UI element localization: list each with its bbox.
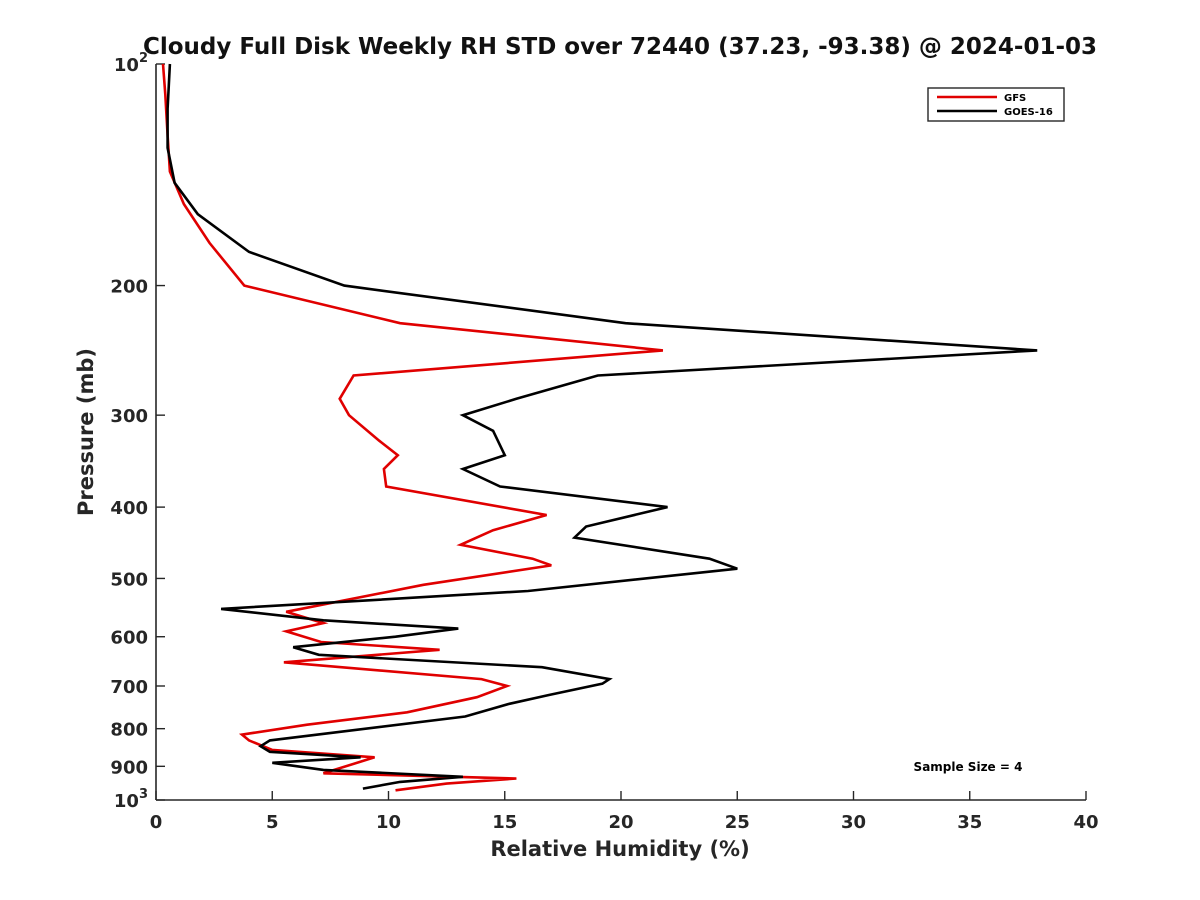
x-tick-label: 25 — [725, 812, 750, 833]
series-line-gfs — [161, 63, 664, 792]
plot-area: 0 5 10 15 20 25 30 35 40 10220030040050060070080… — [110, 51, 1098, 833]
y-tick-label: 300 — [110, 406, 148, 427]
sample-size-annotation: Sample Size = 4 — [914, 760, 1023, 774]
x-tick-label: 10 — [376, 812, 401, 833]
x-tick-label: 5 — [266, 812, 279, 833]
y-tick-label: 400 — [110, 498, 148, 519]
x-tick-label: 0 — [150, 812, 163, 833]
y-tick-label: 600 — [110, 628, 148, 649]
series-group — [161, 63, 1038, 792]
chart-title: Cloudy Full Disk Weekly RH STD over 7244… — [143, 34, 1097, 60]
x-tick-label: 15 — [492, 812, 517, 833]
series-line-goes16 — [166, 63, 1038, 790]
y-axis-label: Pressure (mb) — [74, 348, 98, 516]
y-tick-label: 900 — [110, 757, 148, 778]
x-ticks: 0 5 10 15 20 25 30 35 40 — [150, 791, 1099, 833]
legend-label-gfs: GFS — [1004, 93, 1026, 104]
x-tick-label: 40 — [1073, 812, 1098, 833]
x-tick-label: 20 — [608, 812, 633, 833]
legend-box — [927, 87, 1065, 122]
y-tick-label: 800 — [110, 720, 148, 741]
y-tick-label: 500 — [110, 569, 148, 590]
x-axis-label: Relative Humidity (%) — [490, 837, 749, 861]
y-tick-label: 700 — [110, 677, 148, 698]
x-tick-label: 35 — [957, 812, 982, 833]
x-tick-label: 30 — [841, 812, 866, 833]
y-tick-label: 200 — [110, 277, 148, 298]
legend-label-goes16: GOES-16 — [1004, 107, 1053, 118]
legend: GFS GOES-16 — [927, 87, 1065, 122]
